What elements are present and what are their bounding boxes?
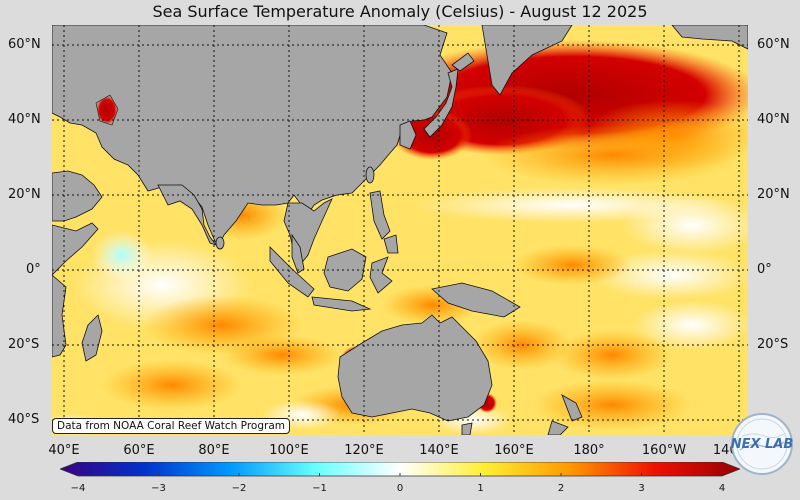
data-source-note: Data from NOAA Coral Reef Watch Program [52,418,290,434]
colorbar-tick-label: 3 [638,483,645,494]
anomaly-field [52,40,748,435]
lat-label-20n-left: 20°N [8,187,41,202]
lon-label-60e: 60°E [123,443,155,458]
sst-anomaly-map [52,25,748,435]
lat-label-0-right: 0° [757,262,772,277]
lat-label-60n-right: 60°N [757,37,790,52]
colorbar-tick-label: 2 [557,483,565,494]
logo-text: NEX LAB [731,437,794,452]
lat-label-40n-right: 40°N [757,112,790,127]
lon-label-140e: 140°E [419,443,459,458]
colorbar-tick-label: 1 [477,483,484,494]
lon-label-160w: 160°W [641,443,687,458]
map-canvas [52,25,748,435]
lon-label-80e: 80°E [198,443,230,458]
lon-label-100e: 100°E [269,443,309,458]
lon-label-120e: 120°E [344,443,384,458]
lat-label-60n-left: 60°N [8,37,41,52]
lat-label-40s-left: 40°S [8,412,40,427]
colorbar-tick-label: −4 [70,483,86,494]
lat-label-20s-right: 20°S [757,337,789,352]
colorbar-tick-label: −1 [312,483,327,494]
colorbar-svg [58,461,742,477]
colorbar-tick-label: −3 [151,483,166,494]
colorbar-tick-label: −2 [231,483,247,494]
land-masses [52,25,748,435]
lon-label-160e: 160°E [494,443,534,458]
colorbar-tick-label: 0 [396,483,404,494]
lat-label-0-left: 0° [26,262,41,277]
lon-label-180: 180° [573,443,605,458]
colorbar-tick-label: 4 [718,483,726,494]
map-title: Sea Surface Temperature Anomaly (Celsius… [152,2,648,21]
lat-label-20n-right: 20°N [757,187,790,202]
lon-label-40e: 40°E [48,443,80,458]
lat-label-20s-left: 20°S [8,337,40,352]
lat-label-40n-left: 40°N [8,112,41,127]
colorbar-ticks [77,473,723,476]
nex-lab-logo: NEX LAB [730,412,794,476]
inland-seas [95,94,119,126]
